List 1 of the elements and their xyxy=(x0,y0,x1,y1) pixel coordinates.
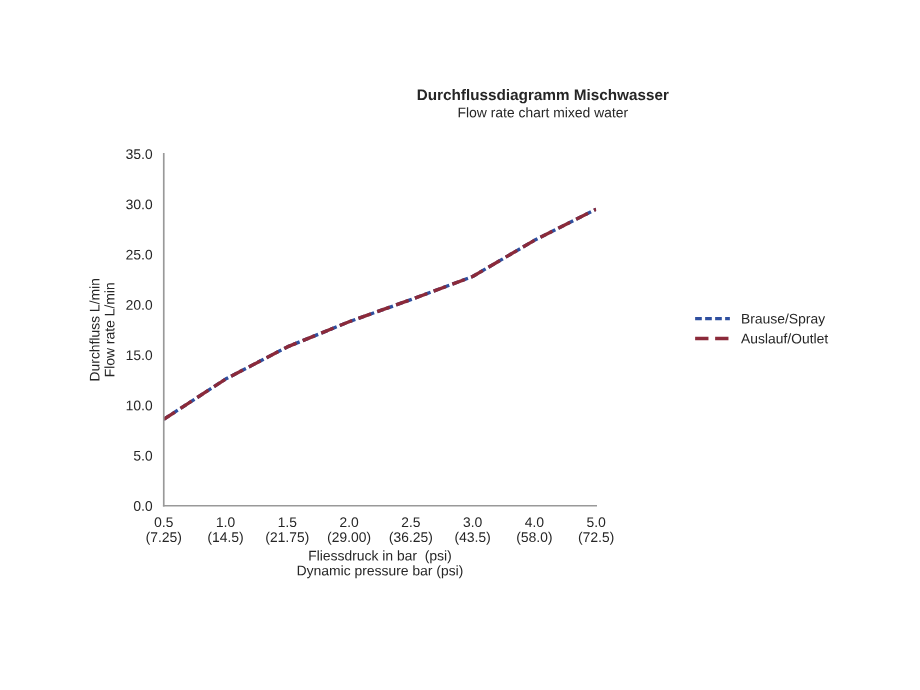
line-series xyxy=(163,207,597,421)
